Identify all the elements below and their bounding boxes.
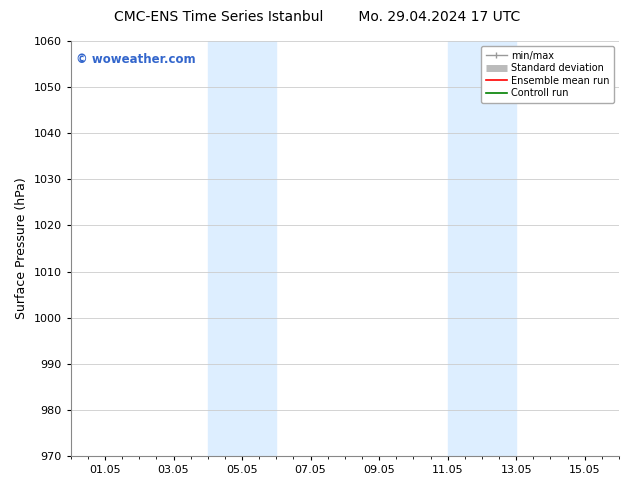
Text: CMC-ENS Time Series Istanbul        Mo. 29.04.2024 17 UTC: CMC-ENS Time Series Istanbul Mo. 29.04.2… [114,10,520,24]
Bar [208,41,276,456]
Text: © woweather.com: © woweather.com [76,53,196,67]
Bar [448,41,516,456]
Y-axis label: Surface Pressure (hPa): Surface Pressure (hPa) [15,178,28,319]
Legend: min/max, Standard deviation, Ensemble mean run, Controll run: min/max, Standard deviation, Ensemble me… [481,46,614,103]
